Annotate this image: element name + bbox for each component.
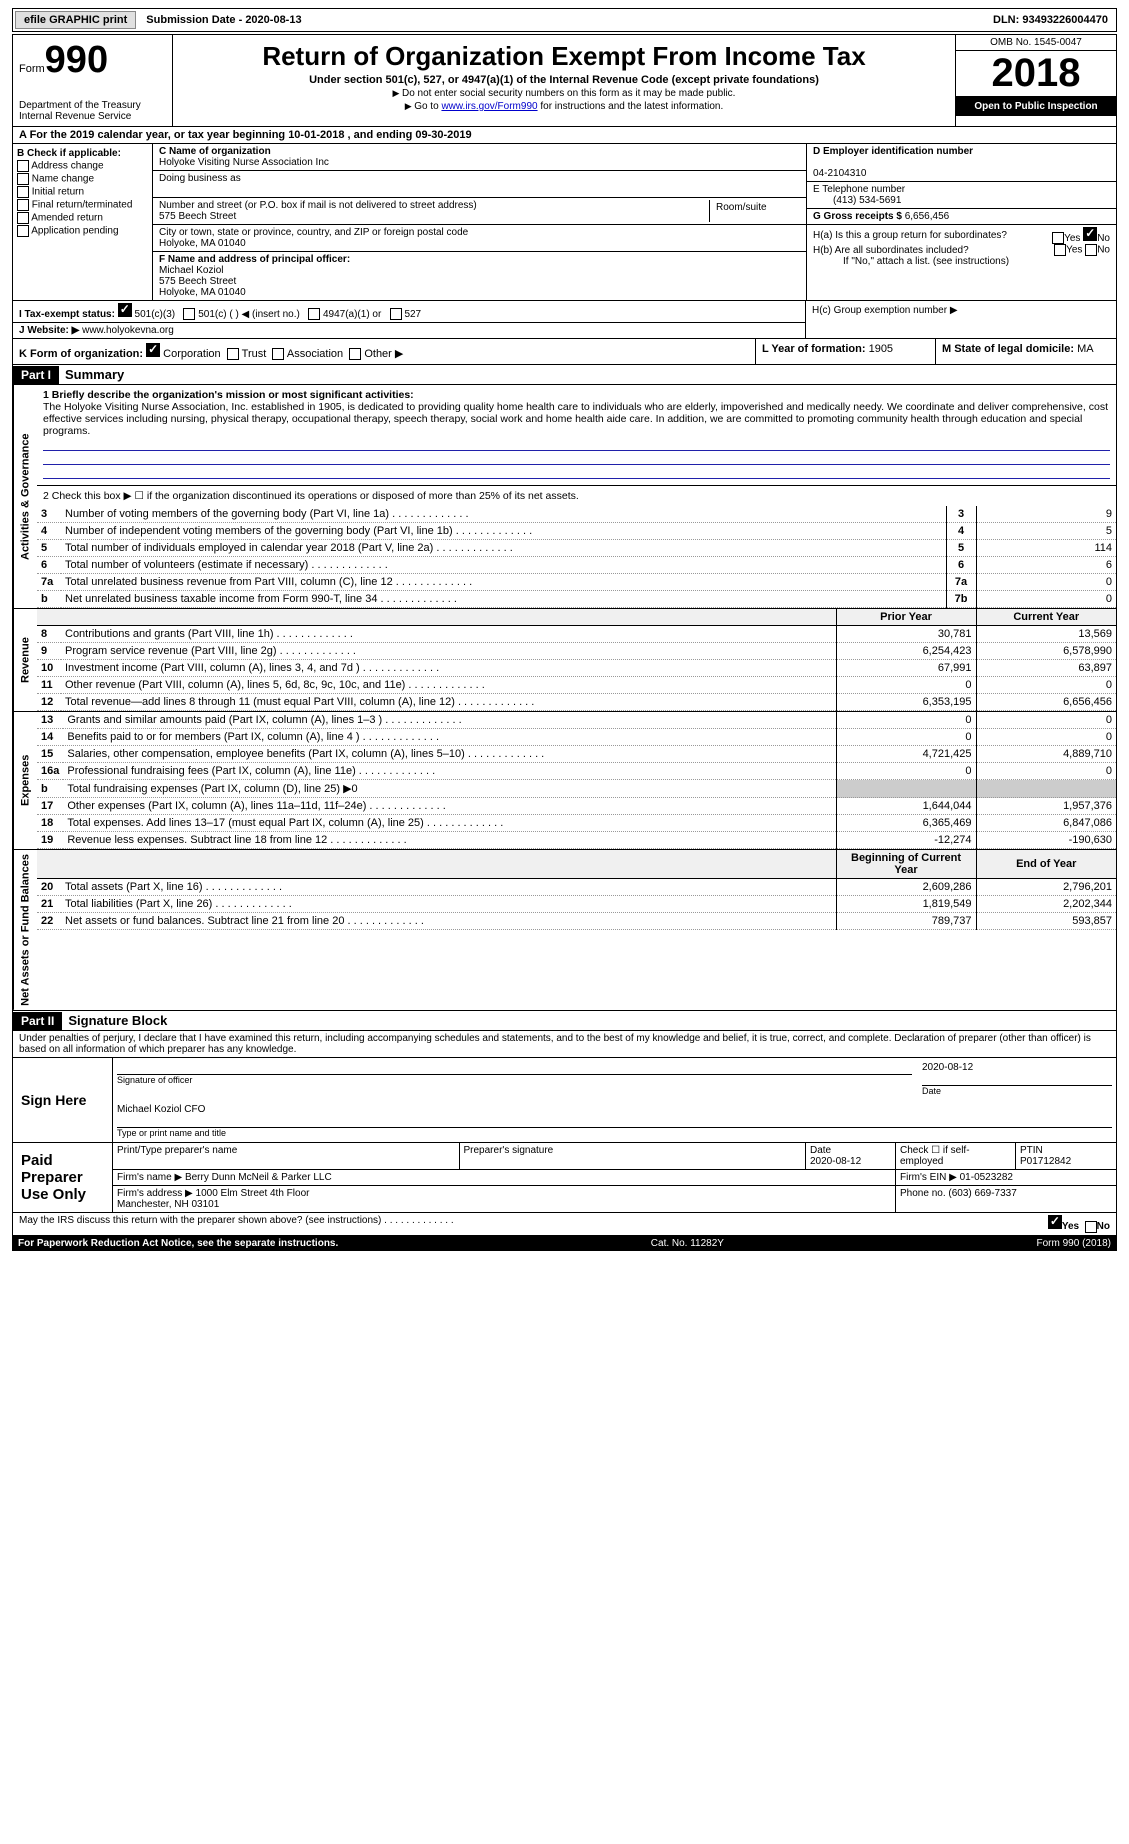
address-label: Number and street (or P.O. box if mail i…	[159, 200, 477, 211]
dba-label: Doing business as	[159, 173, 241, 184]
vert-governance: Activities & Governance	[13, 385, 37, 608]
sig-officer-label: Signature of officer	[117, 1074, 912, 1085]
prep-sig-label: Preparer's signature	[464, 1145, 554, 1156]
domicile-label: M State of legal domicile:	[942, 343, 1074, 355]
year-formation-label: L Year of formation:	[762, 343, 866, 355]
submission-date: Submission Date - 2020-08-13	[138, 12, 309, 28]
initial-return-checkbox[interactable]: Initial return	[17, 186, 148, 198]
hb-label: H(b) Are all subordinates included?	[813, 245, 1048, 256]
vert-revenue: Revenue	[13, 609, 37, 711]
part2-title: Signature Block	[62, 1011, 173, 1030]
year-formation-value: 1905	[869, 343, 893, 355]
ptin-value: P01712842	[1020, 1156, 1071, 1167]
ha-no-checked-icon	[1083, 227, 1097, 241]
hc-label: H(c) Group exemption number ▶	[812, 305, 1110, 316]
amended-return-checkbox[interactable]: Amended return	[17, 212, 148, 224]
address-change-checkbox[interactable]: Address change	[17, 160, 148, 172]
application-pending-checkbox[interactable]: Application pending	[17, 225, 148, 237]
city-value: Holyoke, MA 01040	[159, 238, 246, 249]
declaration-text: Under penalties of perjury, I declare th…	[13, 1031, 1116, 1058]
firm-phone: (603) 669-7337	[948, 1188, 1016, 1199]
prep-date: 2020-08-12	[810, 1156, 861, 1167]
form-header: Form990 Department of the Treasury Inter…	[12, 34, 1117, 127]
row-a-tax-year: A For the 2019 calendar year, or tax yea…	[12, 127, 1117, 144]
discuss-yes-checked-icon	[1048, 1215, 1062, 1229]
room-label: Room/suite	[716, 202, 767, 213]
address-value: 575 Beech Street	[159, 211, 236, 222]
name-change-checkbox[interactable]: Name change	[17, 173, 148, 185]
501c3-checked-icon	[118, 303, 132, 317]
gross-value: 6,656,456	[905, 211, 950, 222]
part2-header: Part II	[13, 1012, 62, 1030]
domicile-value: MA	[1077, 343, 1094, 355]
omb-number: OMB No. 1545-0047	[956, 35, 1116, 51]
inspection-label: Open to Public Inspection	[956, 97, 1116, 116]
dln-label: DLN: 93493226004470	[985, 12, 1116, 28]
org-name-label: C Name of organization	[159, 146, 271, 157]
form-org-row: K Form of organization: Corporation Trus…	[13, 339, 756, 364]
phone-value: (413) 534-5691	[813, 195, 901, 206]
balances-table: Beginning of Current YearEnd of Year20To…	[37, 850, 1116, 930]
cat-number: Cat. No. 11282Y	[651, 1238, 724, 1249]
form-title: Return of Organization Exempt From Incom…	[179, 41, 949, 72]
column-b-checkboxes: B Check if applicable: Address change Na…	[13, 144, 153, 300]
org-name: Holyoke Visiting Nurse Association Inc	[159, 157, 329, 168]
officer-value: Michael Koziol 575 Beech Street Holyoke,…	[159, 265, 246, 298]
sig-date-label: Date	[922, 1085, 1112, 1096]
discuss-question: May the IRS discuss this return with the…	[19, 1215, 454, 1232]
subtitle-2: Do not enter social security numbers on …	[179, 88, 949, 99]
firm-ein: 01-0523282	[960, 1172, 1013, 1183]
line1-label: 1 Briefly describe the organization's mi…	[43, 389, 414, 401]
officer-name-title: Michael Koziol CFO	[117, 1104, 205, 1115]
vert-expenses: Expenses	[13, 712, 37, 849]
subtitle-1: Under section 501(c), 527, or 4947(a)(1)…	[179, 74, 949, 86]
paperwork-notice: For Paperwork Reduction Act Notice, see …	[18, 1238, 338, 1249]
corp-checked-icon	[146, 343, 160, 357]
website-value: www.holyokevna.org	[82, 325, 174, 336]
tax-exempt-row: I Tax-exempt status: 501(c)(3) 501(c) ( …	[13, 301, 805, 323]
subtitle-3: Go to www.irs.gov/Form990 for instructio…	[179, 101, 949, 112]
website-label: J Website: ▶	[19, 325, 79, 336]
dept-label: Department of the Treasury Internal Reve…	[19, 100, 166, 122]
hb-note: If "No," attach a list. (see instruction…	[813, 256, 1110, 267]
ha-label: H(a) Is this a group return for subordin…	[813, 230, 1046, 241]
part1-header: Part I	[13, 366, 59, 384]
tax-year: 2018	[956, 51, 1116, 97]
efile-print-button[interactable]: efile GRAPHIC print	[15, 11, 136, 29]
final-return-checkbox[interactable]: Final return/terminated	[17, 199, 148, 211]
name-title-label: Type or print name and title	[117, 1127, 1112, 1138]
vert-balances: Net Assets or Fund Balances	[13, 850, 37, 1010]
revenue-table: Prior YearCurrent Year8Contributions and…	[37, 609, 1116, 711]
mission-text: The Holyoke Visiting Nurse Association, …	[43, 401, 1108, 437]
sig-date-value: 2020-08-12	[922, 1062, 973, 1073]
ein-value: 04-2104310	[813, 168, 866, 179]
form-footer: Form 990 (2018)	[1037, 1238, 1111, 1249]
phone-label: E Telephone number	[813, 184, 905, 195]
expenses-table: 13Grants and similar amounts paid (Part …	[37, 712, 1116, 849]
irs-link[interactable]: www.irs.gov/Form990	[441, 101, 537, 112]
city-label: City or town, state or province, country…	[159, 227, 468, 238]
sign-here-label: Sign Here	[13, 1058, 113, 1142]
gross-label: G Gross receipts $	[813, 211, 902, 222]
top-bar: efile GRAPHIC print Submission Date - 20…	[12, 8, 1117, 32]
line2-text: 2 Check this box ▶ ☐ if the organization…	[37, 486, 1116, 506]
prep-name-label: Print/Type preparer's name	[117, 1145, 237, 1156]
self-employed-check[interactable]: Check ☐ if self-employed	[896, 1143, 1016, 1169]
officer-label: F Name and address of principal officer:	[159, 254, 350, 265]
firm-name: Berry Dunn McNeil & Parker LLC	[185, 1172, 332, 1183]
governance-table: 3Number of voting members of the governi…	[37, 506, 1116, 608]
ein-label: D Employer identification number	[813, 146, 973, 157]
part1-title: Summary	[59, 365, 130, 384]
paid-preparer-label: Paid Preparer Use Only	[13, 1143, 113, 1212]
form-number: Form990	[19, 39, 166, 82]
